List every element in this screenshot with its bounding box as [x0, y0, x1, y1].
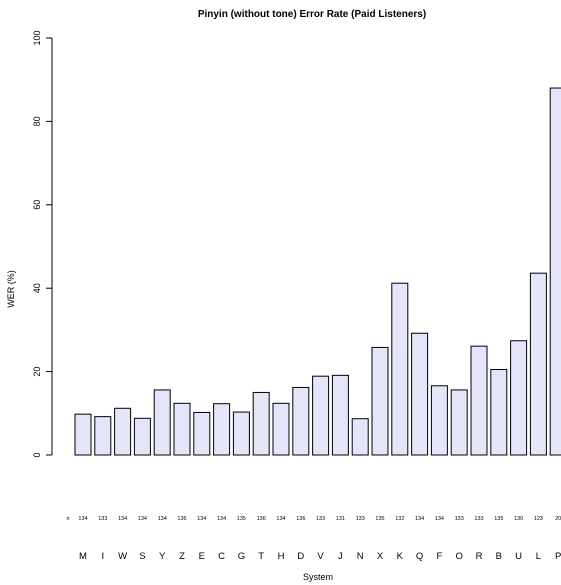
sample-size-label: 133 — [98, 516, 107, 522]
sample-size-label: 133 — [316, 516, 325, 522]
bar-B — [490, 369, 508, 456]
sample-size-labels: n 134 133 134 134 134 136 134 134 135 136 134 136 13… — [66, 516, 561, 522]
y-tick-label: 40 — [32, 283, 42, 293]
category-label: C — [218, 551, 225, 562]
category-label: R — [476, 551, 483, 562]
sample-size-label: 20 — [555, 516, 561, 522]
sample-size-label: 134 — [158, 516, 167, 522]
bar-X — [371, 346, 389, 456]
bar-N — [351, 418, 369, 456]
y-tick-label: 80 — [32, 116, 42, 126]
sample-size-label: 136 — [296, 516, 305, 522]
bar-K — [391, 282, 409, 456]
n-prefix-label: n — [66, 516, 69, 522]
sample-size-label: 132 — [395, 516, 404, 522]
sample-size-label: 134 — [78, 516, 87, 522]
category-label: N — [357, 551, 364, 562]
sample-size-label: 123 — [534, 516, 543, 522]
bar-J — [331, 374, 349, 456]
bar-W — [114, 407, 132, 456]
bar-Y — [153, 389, 171, 456]
sample-size-label: 135 — [237, 516, 246, 522]
category-label: Q — [416, 551, 423, 562]
bar-L — [529, 272, 547, 456]
sample-size-label: 134 — [118, 516, 127, 522]
y-tick-label: 0 — [32, 452, 42, 457]
sample-size-label: 135 — [494, 516, 503, 522]
bar-G — [232, 411, 250, 456]
sample-size-label: 131 — [336, 516, 345, 522]
category-label: J — [338, 551, 343, 562]
sample-size-label: 134 — [415, 516, 424, 522]
category-label: W — [118, 551, 127, 562]
sample-size-label: 136 — [257, 516, 266, 522]
sample-size-label: 135 — [375, 516, 384, 522]
category-label: U — [515, 551, 522, 562]
sample-size-label: 130 — [514, 516, 523, 522]
sample-size-label: 133 — [455, 516, 464, 522]
y-axis-label: WER (%) — [6, 270, 16, 308]
y-ticks: 0 20 40 60 80 100 — [32, 30, 52, 458]
bar-Q — [411, 332, 429, 456]
sample-size-label: 134 — [435, 516, 444, 522]
category-label: E — [199, 551, 205, 562]
category-label: T — [258, 551, 264, 562]
category-label: K — [397, 551, 404, 562]
y-tick-label: 20 — [32, 367, 42, 377]
category-label: V — [317, 551, 324, 562]
y-tick-label: 60 — [32, 200, 42, 210]
sample-size-label: 134 — [276, 516, 285, 522]
sample-size-label: 133 — [474, 516, 483, 522]
sample-size-label: 134 — [197, 516, 206, 522]
category-label: D — [297, 551, 304, 562]
bar-Z — [173, 402, 191, 456]
bar-V — [312, 375, 330, 456]
category-label: L — [536, 551, 541, 562]
y-tick-label: 100 — [32, 30, 42, 45]
category-label: P — [555, 551, 561, 562]
bar-E — [193, 411, 211, 456]
sample-size-label: 136 — [177, 516, 186, 522]
bar-O — [450, 389, 468, 456]
bar-S — [133, 417, 151, 456]
bar-F — [430, 385, 448, 456]
bar-C — [213, 403, 231, 456]
category-label: X — [377, 551, 384, 562]
bar-I — [94, 416, 112, 456]
bar-D — [292, 386, 310, 456]
bars — [74, 87, 561, 456]
sample-size-label: 133 — [356, 516, 365, 522]
category-label: G — [238, 551, 245, 562]
category-label: Z — [179, 551, 185, 562]
bar-T — [252, 391, 270, 456]
category-label: F — [436, 551, 442, 562]
bar-P — [549, 87, 561, 456]
category-label: H — [278, 551, 285, 562]
sample-size-label: 134 — [138, 516, 147, 522]
bar-M — [74, 413, 92, 456]
bar-R — [470, 345, 488, 456]
x-axis-label: System — [303, 572, 333, 582]
category-label: Y — [159, 551, 166, 562]
category-label: S — [139, 551, 145, 562]
bar-H — [272, 402, 290, 456]
category-label: B — [496, 551, 502, 562]
sample-size-label: 134 — [217, 516, 226, 522]
bar-U — [510, 340, 528, 456]
chart-title: Pinyin (without tone) Error Rate (Paid L… — [198, 9, 426, 20]
category-label: I — [101, 551, 104, 562]
category-label: O — [456, 551, 463, 562]
category-label: M — [79, 551, 87, 562]
